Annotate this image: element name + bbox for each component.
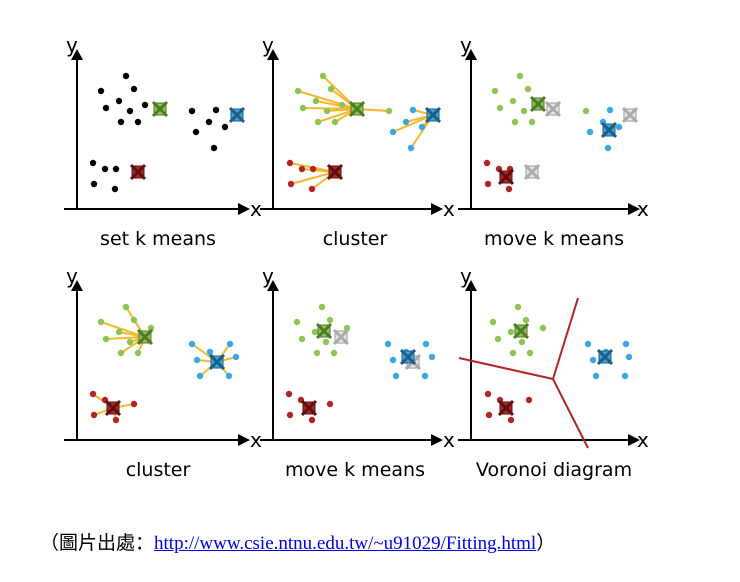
mean-marker-green [136,328,154,346]
old-mean-marker [523,163,541,181]
panel-caption: cluster [126,459,191,481]
x-axis-label: x [443,428,455,452]
y-axis-arrow [267,49,279,60]
y-axis-arrow [71,49,83,60]
mean-marker-blue [208,353,226,371]
panel-caption: cluster [323,228,388,250]
mean-marker-green [512,322,530,340]
y-axis-arrow [465,280,477,291]
panel-cluster-1: y x cluster [260,33,455,250]
mean-marker-green [529,95,547,113]
mean-marker-red [497,168,515,186]
mean-marker-red [104,399,122,417]
y-axis-label: y [66,33,78,57]
data-points [89,72,229,193]
x-axis-label: x [443,197,455,221]
x-axis-label: x [637,428,649,452]
panel-set-k-means: y x set k means [64,33,262,250]
assignment-lines [289,75,434,190]
x-axis-arrow [238,203,250,215]
panel-caption: move k means [285,459,425,481]
mean-marker-blue [424,106,442,124]
y-axis-arrow [465,49,477,60]
panel-caption: move k means [484,228,624,250]
voronoi-boundaries [458,297,589,449]
y-axis-label: y [262,33,274,57]
mean-marker-blue [228,106,246,124]
mean-marker-red [326,163,344,181]
x-axis-arrow [628,203,640,215]
k-means-diagram: y x set k means y x [64,33,649,481]
x-axis-label: x [637,197,649,221]
y-axis-label: y [460,264,472,288]
source-suffix: ） [536,532,556,554]
mean-marker-red [129,163,147,181]
panel-caption: set k means [100,228,216,250]
data-points [285,303,436,424]
y-axis-label: y [262,264,274,288]
source-link[interactable]: http://www.csie.ntnu.edu.tw/~u91029/Fitt… [154,533,537,554]
old-mean-marker [621,106,639,124]
old-mean-marker [544,100,562,118]
mean-marker-red [497,399,515,417]
x-axis-arrow [238,434,250,446]
data-points [286,72,426,193]
x-axis-arrow [431,203,443,215]
y-axis-arrow [267,280,279,291]
y-axis-arrow [71,280,83,291]
data-points [89,303,240,424]
mean-marker-green [151,100,169,118]
source-prefix: （圖片出處： [40,532,155,554]
mean-marker-green [348,100,366,118]
image-source-note: （圖片出處：http://www.csie.ntnu.edu.tw/~u9102… [40,528,720,555]
panel-caption: Voronoi diagram [476,459,632,481]
panel-cluster-2: y x cluster [64,264,262,481]
mean-marker-blue [596,348,614,366]
mean-marker-red [300,399,318,417]
mean-marker-blue [600,121,618,139]
y-axis-label: y [460,33,472,57]
old-mean-marker [332,328,350,346]
x-axis-arrow [628,434,640,446]
panel-voronoi-diagram: y x Voronoi diagram [458,264,649,481]
mean-marker-green [315,322,333,340]
panel-move-k-means-1: y x move k means [458,33,649,250]
panel-move-k-means-2: y x move k means [260,264,455,481]
mean-marker-blue [399,348,417,366]
y-axis-label: y [66,264,78,288]
x-axis-arrow [431,434,443,446]
x-axis-label: x [250,197,262,221]
x-axis-label: x [250,428,262,452]
